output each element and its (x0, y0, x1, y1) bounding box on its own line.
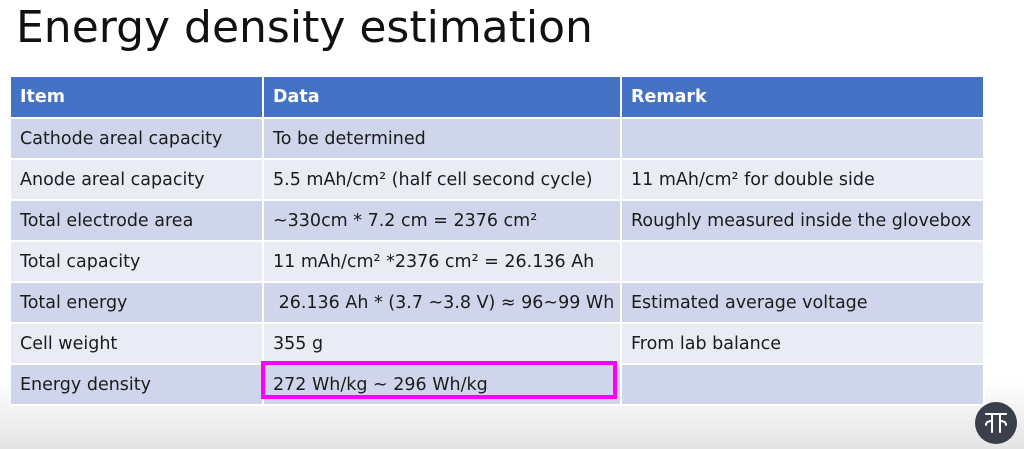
cell-data: 26.136 Ah * (3.7 ~3.8 V) ≈ 96~99 Wh (263, 282, 622, 324)
cell-remark (621, 364, 985, 406)
cell-item: Cell weight (11, 323, 264, 365)
cell-data: ~330cm * 7.2 cm = 2376 cm² (263, 200, 622, 242)
table-row: Total electrode area ~330cm * 7.2 cm = 2… (11, 200, 985, 242)
header-remark: Remark (621, 77, 985, 119)
energy-density-table: Item Data Remark Cathode areal capacity … (11, 77, 985, 406)
cell-remark: Estimated average voltage (621, 282, 985, 324)
logo-glyph (985, 413, 1007, 433)
table-row: Total energy 26.136 Ah * (3.7 ~3.8 V) ≈ … (11, 282, 985, 324)
cell-data: 272 Wh/kg ~ 296 Wh/kg (263, 364, 622, 406)
slide-title: Energy density estimation (16, 2, 593, 53)
cell-data: 5.5 mAh/cm² (half cell second cycle) (263, 159, 622, 201)
header-data: Data (263, 77, 622, 119)
cell-item: Cathode areal capacity (11, 118, 264, 160)
cell-remark: Roughly measured inside the glovebox (621, 200, 985, 242)
cell-item: Total energy (11, 282, 264, 324)
table-row: Cathode areal capacity To be determined (11, 118, 985, 160)
table-row: Anode areal capacity 5.5 mAh/cm² (half c… (11, 159, 985, 201)
header-item: Item (11, 77, 264, 119)
cell-item: Energy density (11, 364, 264, 406)
cell-remark: From lab balance (621, 323, 985, 365)
cell-remark (621, 241, 985, 283)
cell-data: 11 mAh/cm² *2376 cm² = 26.136 Ah (263, 241, 622, 283)
cell-remark (621, 118, 985, 160)
table-row: Energy density 272 Wh/kg ~ 296 Wh/kg (11, 364, 985, 406)
cell-item: Anode areal capacity (11, 159, 264, 201)
table-header-row: Item Data Remark (11, 77, 985, 119)
cell-data: To be determined (263, 118, 622, 160)
table-row: Cell weight 355 g From lab balance (11, 323, 985, 365)
cell-remark: 11 mAh/cm² for double side (621, 159, 985, 201)
channel-logo-icon[interactable] (975, 402, 1017, 444)
cell-data: 355 g (263, 323, 622, 365)
cell-item: Total capacity (11, 241, 264, 283)
cell-item: Total electrode area (11, 200, 264, 242)
table-row: Total capacity 11 mAh/cm² *2376 cm² = 26… (11, 241, 985, 283)
